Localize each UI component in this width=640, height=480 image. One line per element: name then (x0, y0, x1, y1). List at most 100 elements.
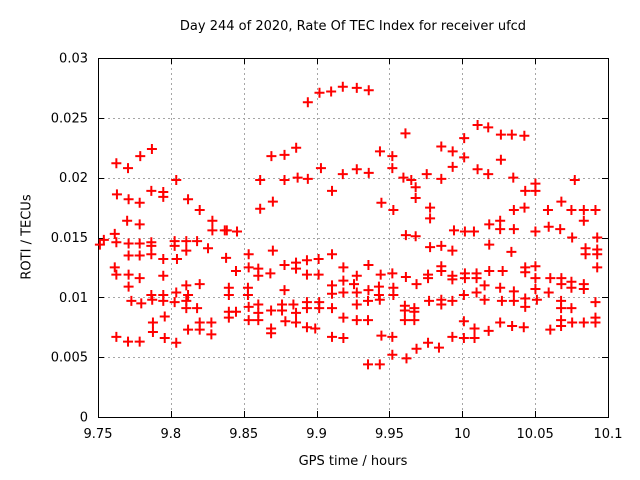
data-point-marker (280, 316, 291, 327)
data-point-marker (567, 232, 578, 243)
data-point-marker (495, 317, 506, 328)
data-point-marker (314, 303, 325, 314)
data-point-marker (302, 173, 313, 184)
data-point-marker (530, 261, 541, 272)
data-point-marker (374, 359, 385, 370)
data-point-marker (484, 239, 495, 250)
data-point-marker (566, 282, 577, 293)
data-point-marker (337, 169, 348, 180)
data-point-marker (483, 169, 494, 180)
data-point-marker (508, 286, 519, 297)
data-point-marker (279, 285, 290, 296)
data-point-marker (469, 333, 480, 344)
data-point-marker (203, 243, 214, 254)
data-point-marker (242, 289, 253, 300)
data-point-marker (279, 149, 290, 160)
data-point-marker (169, 297, 180, 308)
data-point-marker (291, 317, 302, 328)
data-point-marker (543, 221, 554, 232)
data-point-marker (578, 283, 589, 294)
data-point-marker (374, 146, 385, 157)
data-point-marker (134, 197, 145, 208)
data-point-marker (374, 294, 385, 305)
data-point-marker (406, 175, 417, 186)
data-point-marker (592, 262, 603, 273)
data-point-marker (338, 333, 349, 344)
data-point-marker (363, 295, 374, 306)
y-axis-label: ROTI / TECUs (19, 194, 35, 280)
data-point-marker (363, 167, 374, 178)
data-point-marker (459, 133, 470, 144)
data-point-marker (146, 249, 157, 260)
y-tick-label: 0 (80, 411, 88, 426)
data-point-marker (123, 163, 134, 174)
data-point-marker (590, 204, 601, 215)
data-point-marker (134, 336, 145, 347)
data-point-marker (508, 295, 519, 306)
data-point-marker (542, 204, 553, 215)
data-point-marker (158, 191, 169, 202)
data-point-marker (181, 236, 192, 247)
data-point-marker (122, 215, 133, 226)
data-point-marker (363, 285, 374, 296)
data-point-marker (518, 322, 529, 333)
data-point-marker (207, 225, 218, 236)
data-point-marker (123, 281, 134, 292)
data-point-marker (530, 273, 541, 284)
data-point-marker (159, 333, 170, 344)
data-point-marker (471, 273, 482, 284)
data-point-marker (424, 295, 435, 306)
data-point-marker (351, 164, 362, 175)
data-point-marker (253, 270, 264, 281)
data-point-marker (530, 185, 541, 196)
data-point-marker (301, 269, 312, 280)
data-point-marker (566, 303, 577, 314)
data-point-marker (472, 164, 483, 175)
data-point-marker (484, 266, 495, 277)
data-point-marker (401, 353, 412, 364)
x-tick-label: 9.95 (375, 427, 404, 442)
y-tick-label: 0.02 (59, 171, 88, 186)
data-point-marker (459, 273, 470, 284)
data-point-marker (578, 204, 589, 215)
data-point-marker (253, 315, 264, 326)
data-point-marker (291, 142, 302, 153)
data-point-marker (398, 172, 409, 183)
data-point-marker (400, 230, 411, 241)
data-point-marker (495, 129, 506, 140)
x-tick-label: 9.85 (229, 427, 258, 442)
data-point-marker (158, 254, 169, 265)
y-tick-label: 0.025 (51, 111, 88, 126)
data-point-marker (221, 225, 232, 236)
data-point-marker (181, 245, 192, 256)
data-point-marker (363, 315, 374, 326)
data-point-marker (520, 185, 531, 196)
data-point-marker (327, 288, 338, 299)
data-point-marker (363, 359, 374, 370)
data-point-marker (183, 324, 194, 335)
data-point-marker (508, 224, 519, 235)
data-point-marker (266, 305, 277, 316)
data-point-marker (111, 331, 122, 342)
data-point-marker (376, 197, 387, 208)
data-point-marker (135, 151, 146, 162)
data-point-marker (399, 315, 410, 326)
data-point-marker (497, 266, 508, 277)
data-point-marker (171, 287, 182, 298)
data-point-marker (134, 273, 145, 284)
data-point-marker (313, 269, 324, 280)
data-point-marker (327, 185, 338, 196)
data-point-marker (410, 182, 421, 193)
data-point-marker (194, 324, 205, 335)
data-point-marker (519, 130, 530, 141)
data-point-marker (592, 232, 603, 243)
data-point-marker (183, 289, 194, 300)
data-point-marker (458, 333, 469, 344)
data-point-marker (136, 298, 147, 309)
y-tick-label: 0.03 (59, 52, 88, 67)
y-tick-label: 0.005 (51, 351, 88, 366)
data-point-marker (181, 303, 192, 314)
data-point-marker (338, 262, 349, 273)
